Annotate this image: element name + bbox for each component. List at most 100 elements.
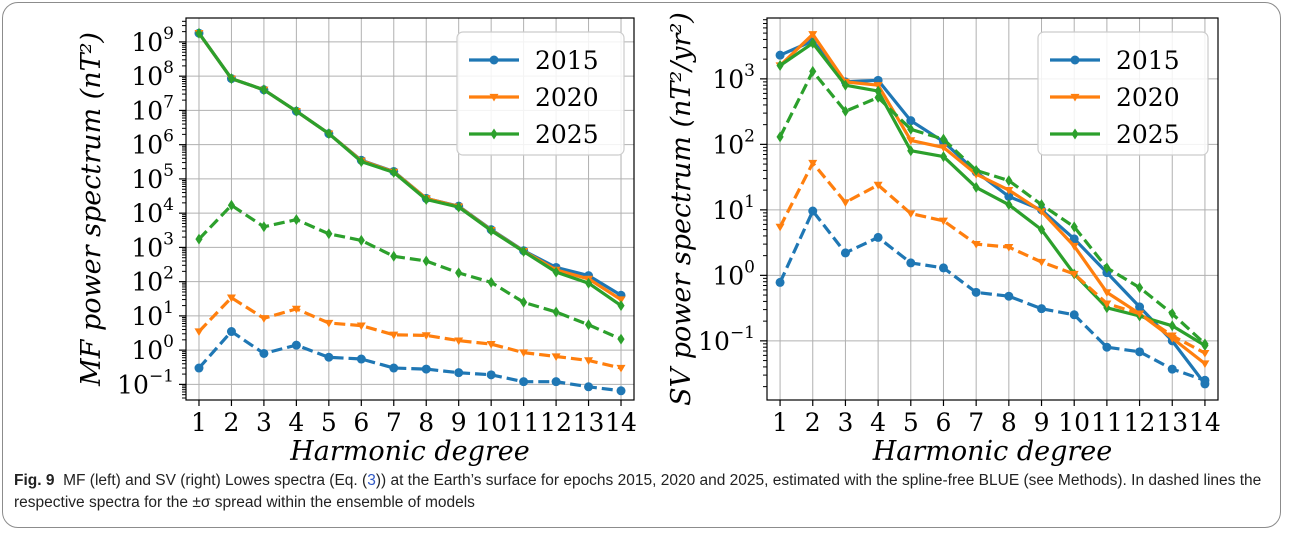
data-point bbox=[1200, 349, 1210, 358]
data-point bbox=[1037, 304, 1047, 314]
data-point bbox=[324, 319, 334, 328]
data-point bbox=[840, 199, 850, 207]
data-point bbox=[939, 133, 948, 145]
y-tick-label: 101 bbox=[131, 298, 174, 331]
legend: 2015 2020 2025 bbox=[456, 31, 625, 156]
legend-marker bbox=[1070, 55, 1080, 65]
x-tick-label: 6 bbox=[936, 408, 952, 437]
data-point bbox=[389, 331, 399, 340]
x-tick-label: 6 bbox=[353, 408, 369, 437]
sv-spectrum-chart: 1 2 3 4 5 6 7 8 9 10 11 12 13 1410−1100101102103Harmo… bbox=[666, 12, 1221, 467]
y-tick-label: 104 bbox=[131, 195, 174, 228]
y-tick-label: 100 bbox=[712, 257, 755, 290]
plot-area bbox=[775, 31, 1210, 389]
data-point bbox=[1135, 347, 1145, 357]
series-line-4 bbox=[778, 161, 1206, 355]
data-point bbox=[584, 277, 593, 289]
plot-area bbox=[194, 27, 626, 396]
data-point bbox=[421, 364, 431, 374]
data-point bbox=[1102, 342, 1112, 352]
data-point bbox=[616, 364, 626, 373]
data-point bbox=[226, 327, 236, 337]
x-tick-label: 3 bbox=[837, 408, 853, 437]
x-tick-label: 10 bbox=[475, 408, 507, 437]
y-axis-title: SV power spectrum (nT²/yr²) bbox=[666, 12, 697, 406]
data-point bbox=[552, 266, 560, 278]
data-point bbox=[616, 386, 626, 396]
x-axis: 1 2 3 4 5 6 7 8 9 10 11 12 13 14 bbox=[191, 400, 637, 437]
data-point bbox=[906, 116, 916, 126]
y-axis-title: MF power spectrum (nT²) bbox=[76, 32, 107, 387]
data-point bbox=[841, 79, 850, 91]
data-point bbox=[584, 319, 593, 331]
minor-ticks bbox=[182, 20, 186, 399]
data-point bbox=[808, 31, 818, 39]
data-point bbox=[617, 333, 625, 345]
data-point bbox=[775, 223, 785, 232]
data-point bbox=[840, 248, 850, 258]
x-tick-label: 5 bbox=[321, 408, 337, 437]
equation-reference-link[interactable]: 3 bbox=[367, 472, 376, 489]
data-point bbox=[195, 233, 203, 245]
x-tick-label: 7 bbox=[386, 408, 402, 437]
legend-marker bbox=[490, 128, 498, 140]
data-point bbox=[972, 181, 980, 193]
data-point bbox=[939, 151, 948, 163]
data-point bbox=[1200, 360, 1210, 369]
data-point bbox=[1004, 291, 1014, 301]
data-point bbox=[776, 131, 784, 143]
data-point bbox=[1168, 320, 1176, 332]
data-point bbox=[325, 228, 333, 240]
data-point bbox=[454, 337, 464, 346]
data-point bbox=[1069, 270, 1079, 279]
caption-text-start: MF (left) and SV (right) Lowes spectra (… bbox=[63, 472, 368, 489]
data-point bbox=[808, 159, 818, 168]
data-point bbox=[356, 322, 366, 331]
data-point bbox=[324, 352, 334, 362]
y-tick-label: 102 bbox=[131, 264, 174, 297]
series-line-1 bbox=[778, 32, 1206, 365]
series-line-3 bbox=[778, 209, 1206, 382]
data-point bbox=[195, 27, 203, 39]
legend: 2015 2020 2025 bbox=[1037, 31, 1209, 156]
y-tick-label: 107 bbox=[131, 92, 174, 125]
data-point bbox=[356, 354, 366, 364]
data-point bbox=[1201, 338, 1209, 350]
data-point bbox=[422, 255, 430, 267]
data-point bbox=[938, 217, 948, 226]
data-point bbox=[874, 85, 882, 97]
legend-marker bbox=[1070, 93, 1080, 102]
data-point bbox=[487, 276, 495, 288]
data-point bbox=[1005, 175, 1013, 187]
data-point bbox=[938, 263, 948, 273]
data-point bbox=[841, 105, 850, 117]
data-point bbox=[1103, 262, 1111, 274]
data-point bbox=[1069, 310, 1079, 320]
data-point bbox=[584, 382, 594, 392]
x-tick-label: 11 bbox=[1091, 408, 1123, 437]
x-tick-label: 8 bbox=[1001, 408, 1017, 437]
data-point bbox=[259, 315, 269, 323]
y-tick-label: 109 bbox=[131, 24, 174, 57]
data-point bbox=[1200, 375, 1210, 385]
data-point bbox=[291, 340, 301, 350]
data-point bbox=[906, 210, 916, 218]
data-point bbox=[455, 201, 463, 213]
series-line-4 bbox=[197, 296, 622, 370]
x-tick-label: 13 bbox=[573, 408, 605, 437]
y-tick-label: 10−1 bbox=[698, 323, 755, 356]
data-point bbox=[227, 73, 236, 85]
legend-label-2020: 2020 bbox=[535, 83, 599, 112]
data-point bbox=[971, 287, 981, 297]
x-axis-title: Harmonic degree bbox=[289, 436, 530, 467]
series-line-2 bbox=[197, 32, 622, 307]
data-point bbox=[1070, 221, 1078, 233]
data-point bbox=[1167, 332, 1177, 341]
data-point bbox=[907, 123, 915, 135]
data-point bbox=[1135, 302, 1145, 312]
x-tick-label: 12 bbox=[540, 408, 572, 437]
data-point bbox=[1069, 242, 1079, 251]
data-point bbox=[519, 377, 529, 387]
data-point bbox=[520, 296, 528, 308]
